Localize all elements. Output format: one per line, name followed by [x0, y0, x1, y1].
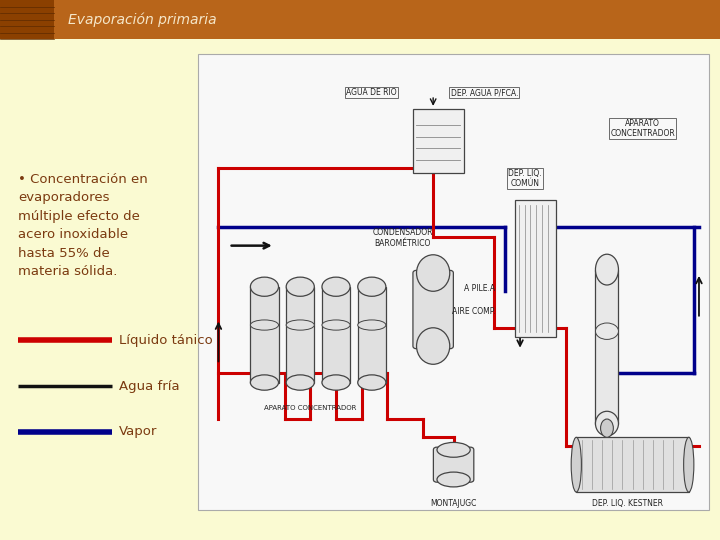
FancyBboxPatch shape	[358, 287, 386, 382]
Text: Evaporación primaria: Evaporación primaria	[68, 12, 217, 27]
FancyBboxPatch shape	[515, 200, 556, 337]
FancyBboxPatch shape	[322, 287, 350, 382]
Ellipse shape	[286, 277, 315, 296]
Ellipse shape	[251, 320, 279, 330]
FancyBboxPatch shape	[0, 0, 720, 39]
FancyBboxPatch shape	[0, 0, 54, 39]
Ellipse shape	[251, 375, 279, 390]
Ellipse shape	[595, 254, 618, 285]
Ellipse shape	[322, 277, 350, 296]
Text: DEP. LIQ. KESTNER: DEP. LIQ. KESTNER	[592, 499, 663, 508]
Text: Líquido tánico: Líquido tánico	[119, 334, 212, 347]
Ellipse shape	[437, 472, 470, 487]
Text: A PILE.A: A PILE.A	[464, 284, 495, 293]
FancyBboxPatch shape	[198, 54, 709, 510]
FancyBboxPatch shape	[413, 109, 464, 173]
Text: APARATO
CONCENTRADOR: APARATO CONCENTRADOR	[611, 119, 675, 138]
Ellipse shape	[600, 419, 613, 437]
Ellipse shape	[358, 277, 386, 296]
Ellipse shape	[595, 323, 618, 340]
FancyBboxPatch shape	[251, 287, 279, 382]
FancyBboxPatch shape	[413, 271, 454, 349]
Text: AGUA DE RIO: AGUA DE RIO	[346, 88, 397, 97]
Text: AIRE COMP.: AIRE COMP.	[452, 307, 496, 316]
Ellipse shape	[358, 375, 386, 390]
Ellipse shape	[286, 375, 315, 390]
Text: DEP. LIQ.
COMÚN: DEP. LIQ. COMÚN	[508, 169, 542, 188]
Text: APARATO CONCENTRADOR: APARATO CONCENTRADOR	[264, 405, 356, 411]
Ellipse shape	[417, 255, 450, 291]
Ellipse shape	[322, 320, 350, 330]
Ellipse shape	[286, 320, 315, 330]
Ellipse shape	[251, 277, 279, 296]
Ellipse shape	[595, 411, 618, 436]
Ellipse shape	[358, 320, 386, 330]
FancyBboxPatch shape	[286, 287, 315, 382]
FancyBboxPatch shape	[433, 447, 474, 482]
Ellipse shape	[417, 328, 450, 364]
Ellipse shape	[571, 437, 582, 492]
Text: Agua fría: Agua fría	[119, 380, 179, 393]
Ellipse shape	[322, 375, 350, 390]
Text: • Concentración en
evaporadores
múltiple efecto de
acero inoxidable
hasta 55% de: • Concentración en evaporadores múltiple…	[18, 173, 148, 278]
FancyBboxPatch shape	[595, 269, 618, 423]
Text: MONTAJUGC: MONTAJUGC	[431, 499, 477, 508]
Ellipse shape	[684, 437, 694, 492]
FancyBboxPatch shape	[576, 437, 689, 492]
Ellipse shape	[437, 442, 470, 457]
Text: CONDENSADOR
BAROMÉTRICO: CONDENSADOR BAROMÉTRICO	[372, 228, 433, 248]
Text: Vapor: Vapor	[119, 426, 157, 438]
Text: DEP. AGUA P/FCA.: DEP. AGUA P/FCA.	[451, 88, 518, 97]
